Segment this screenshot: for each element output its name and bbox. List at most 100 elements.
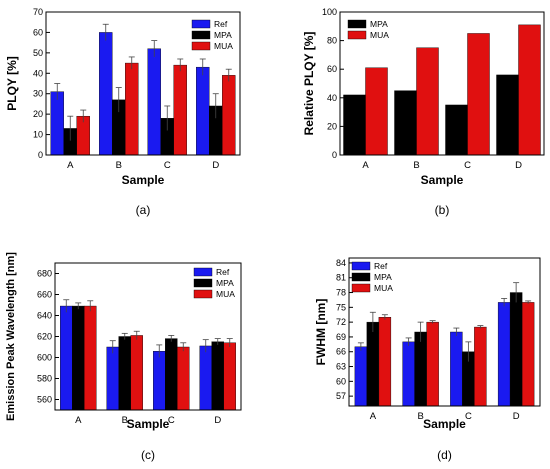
- bar-mua-b: [130, 335, 143, 411]
- panel-label: (b): [435, 203, 450, 217]
- legend-label-mpa: MPA: [374, 272, 392, 282]
- bar-mpa-c: [165, 338, 178, 411]
- x-axis-label: Sample: [122, 173, 165, 187]
- legend-label-mua: MUA: [214, 41, 233, 51]
- bar-ref-b: [402, 341, 415, 407]
- bar-mua-b: [416, 47, 439, 156]
- bar-mpa-a: [343, 94, 366, 156]
- bar-ref-d: [196, 66, 210, 156]
- y-tick-label: 40: [327, 93, 337, 103]
- chart-panel-c: 560 580 600 620 640 660 680 A B C D Sample Emission …: [5, 252, 242, 462]
- legend-swatch-mpa: [347, 19, 367, 29]
- y-tick-label: 100: [322, 7, 337, 17]
- x-tick-label: C: [464, 160, 471, 171]
- y-tick-label: 84: [336, 258, 346, 268]
- bar-mua-b: [426, 321, 439, 407]
- y-tick-label: 78: [336, 288, 346, 298]
- x-tick-label: A: [67, 160, 74, 171]
- y-tick-label: 0: [332, 150, 337, 160]
- bar-mua-c: [177, 346, 190, 411]
- legend-label-mua: MUA: [370, 30, 389, 40]
- bar-ref-b: [99, 32, 113, 156]
- y-tick-label: 640: [37, 311, 52, 321]
- legend-label-ref: Ref: [216, 267, 230, 277]
- x-tick-label: A: [370, 411, 377, 422]
- legend-label-mpa: MPA: [214, 30, 232, 40]
- legend-label-mpa: MPA: [370, 19, 388, 29]
- bar-mua-c: [474, 326, 487, 407]
- legend-label-mua: MUA: [374, 283, 393, 293]
- legend-label-mpa: MPA: [216, 278, 234, 288]
- bar-ref-a: [60, 305, 73, 411]
- plot-frame: [54, 262, 242, 411]
- y-tick-label: 69: [336, 332, 346, 342]
- legend-label-mua: MUA: [216, 289, 235, 299]
- bar-ref-d: [497, 302, 511, 407]
- x-tick-label: D: [212, 160, 219, 171]
- x-tick-label: D: [515, 160, 522, 171]
- y-tick-label: 30: [33, 89, 43, 99]
- x-tick-label: B: [116, 160, 122, 171]
- bar-mpa-a: [366, 321, 380, 407]
- plot-frame: [339, 11, 545, 156]
- bar-mua-d: [521, 302, 535, 407]
- legend-label-ref: Ref: [214, 19, 228, 29]
- plot-frame: [45, 11, 241, 156]
- y-tick-label: 600: [37, 353, 52, 363]
- y-tick-label: 680: [37, 269, 52, 279]
- x-tick-label: B: [417, 411, 423, 422]
- y-tick-label: 40: [33, 68, 43, 78]
- y-tick-label: 63: [336, 362, 346, 372]
- y-tick-label: 620: [37, 332, 52, 342]
- y-tick-label: 81: [336, 273, 346, 283]
- x-tick-label: B: [122, 415, 128, 426]
- x-axis-label: Sample: [421, 173, 464, 187]
- bar-ref-a: [50, 91, 64, 156]
- bar-mua-c: [173, 64, 187, 156]
- legend-swatch-ref: [191, 19, 211, 29]
- x-tick-label: A: [75, 415, 82, 426]
- y-tick-label: 66: [336, 347, 346, 357]
- bar-mua-c: [467, 33, 490, 156]
- x-tick-label: C: [164, 160, 171, 171]
- bar-mua-d: [223, 342, 236, 411]
- panel-label: (a): [136, 203, 151, 217]
- bar-mua-a: [365, 67, 388, 156]
- panel-label: (d): [437, 448, 452, 462]
- bar-mua-a: [378, 317, 392, 407]
- bar-mpa-d: [211, 341, 224, 411]
- bar-ref-b: [106, 346, 119, 411]
- legend-swatch-mua: [191, 41, 211, 51]
- y-tick-label: 60: [336, 376, 346, 386]
- y-tick-label: 60: [327, 64, 337, 74]
- bar-mpa-a: [72, 305, 85, 411]
- panel-label: (c): [141, 448, 155, 462]
- legend-swatch-ref: [351, 261, 371, 271]
- bar-mua-b: [125, 62, 139, 156]
- chart-panel-d: 57 60 63 66 69 72 75 78 81 84 A B C D Sample FWHM [nm] (…: [314, 257, 541, 462]
- bar-ref-c: [450, 331, 463, 407]
- y-tick-label: 20: [327, 121, 337, 131]
- legend-label-ref: Ref: [374, 261, 388, 271]
- legend-swatch-mpa: [193, 278, 213, 288]
- bar-ref-c: [153, 351, 166, 411]
- legend-swatch-mpa: [351, 272, 371, 282]
- bar-ref-c: [147, 48, 161, 156]
- bar-mpa-c: [445, 104, 468, 156]
- legend-swatch-ref: [193, 267, 213, 277]
- y-tick-label: 0: [38, 150, 43, 160]
- y-axis-label: FWHM [nm]: [314, 299, 328, 366]
- x-tick-label: D: [214, 415, 221, 426]
- bar-mpa-b: [118, 336, 131, 411]
- y-tick-label: 580: [37, 374, 52, 384]
- y-tick-label: 20: [33, 109, 43, 119]
- x-axis-label: Sample: [127, 417, 170, 431]
- bar-mpa-b: [414, 331, 427, 407]
- y-tick-label: 80: [327, 36, 337, 46]
- y-axis-label: Emission Peak Wavelength [nm]: [5, 252, 17, 421]
